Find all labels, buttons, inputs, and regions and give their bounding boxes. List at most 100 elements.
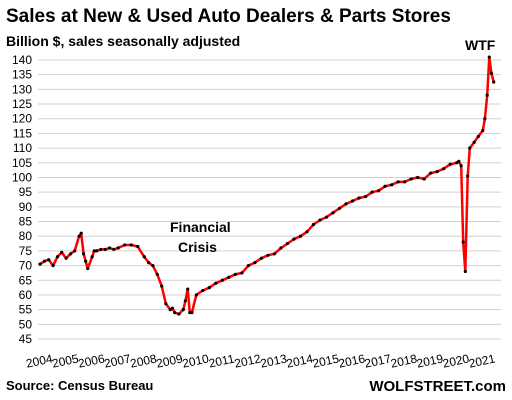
data-point (461, 240, 465, 244)
y-tick-label: 50 (19, 317, 33, 331)
data-point (472, 140, 476, 144)
data-point (42, 259, 47, 263)
data-point (266, 253, 270, 257)
data-point (305, 230, 309, 234)
data-point (177, 312, 181, 316)
data-point (459, 164, 463, 168)
x-tick-label: 2008 (129, 351, 158, 370)
data-point (116, 246, 120, 250)
data-point (481, 128, 485, 133)
data-point (129, 243, 133, 247)
data-point (344, 202, 348, 206)
data-point (68, 252, 73, 256)
data-point (331, 211, 335, 215)
y-tick-label: 85 (19, 215, 33, 229)
x-tick-label: 2005 (51, 351, 80, 370)
x-tick-label: 2015 (311, 351, 340, 370)
data-point (38, 262, 42, 266)
annotation-financial-line1: Financial (170, 219, 231, 235)
data-point (487, 55, 491, 59)
data-point (485, 93, 489, 97)
y-tick-label: 105 (12, 156, 32, 170)
data-point (337, 206, 342, 210)
data-point (142, 255, 146, 259)
y-tick-label: 125 (12, 97, 32, 111)
x-tick-label: 2016 (337, 351, 366, 370)
data-point (448, 162, 452, 166)
data-point (324, 215, 329, 219)
y-axis-ticks: 4550556065707580859095100105110115120125… (12, 53, 32, 346)
brand-label: WOLFSTREET.com (369, 378, 506, 395)
y-tick-label: 45 (19, 332, 33, 346)
data-point (390, 183, 394, 187)
x-tick-label: 2013 (259, 351, 288, 370)
data-point (468, 146, 472, 150)
x-tick-label: 2004 (25, 351, 54, 370)
x-tick-label: 2006 (77, 351, 106, 370)
data-point (99, 247, 103, 252)
y-tick-label: 110 (13, 141, 32, 155)
data-point (151, 263, 155, 268)
y-tick-label: 115 (13, 126, 32, 140)
data-point (476, 134, 480, 138)
data-point (136, 244, 140, 249)
data-point (103, 247, 107, 252)
x-tick-label: 2009 (155, 351, 184, 370)
data-point (435, 170, 439, 174)
data-point (186, 287, 190, 291)
data-point (403, 180, 407, 184)
data-point (84, 259, 88, 263)
data-point (357, 196, 361, 200)
data-point (492, 80, 496, 84)
data-point (86, 266, 90, 271)
y-tick-label: 70 (19, 259, 33, 273)
y-tick-label: 80 (19, 229, 33, 243)
x-tick-label: 2018 (389, 351, 418, 370)
data-point (416, 175, 420, 180)
data-point (155, 272, 159, 276)
data-point (173, 310, 177, 315)
x-axis-ticks: 2004200520062007200820092010201120122013… (25, 351, 497, 370)
data-point (370, 190, 374, 194)
data-point (233, 272, 237, 276)
data-point (429, 171, 433, 175)
data-point (422, 177, 426, 181)
data-point (463, 269, 467, 274)
y-tick-label: 60 (19, 288, 33, 302)
data-point (194, 293, 198, 297)
source-label: Source: Census Bureau (6, 378, 153, 393)
data-point (383, 184, 387, 188)
data-point (90, 255, 94, 259)
x-tick-label: 2014 (285, 351, 314, 370)
x-tick-label: 2019 (415, 351, 444, 370)
data-point (298, 234, 303, 238)
data-point (181, 308, 185, 312)
data-point (279, 246, 283, 250)
data-point (190, 310, 194, 315)
data-point (220, 278, 224, 282)
data-point (318, 218, 322, 222)
chart-subtitle: Billion $, sales seasonally adjusted (6, 33, 240, 49)
x-tick-label: 2011 (207, 351, 235, 370)
data-point (170, 306, 174, 310)
data-point (483, 117, 487, 121)
y-tick-label: 120 (12, 112, 32, 126)
data-point (64, 256, 68, 260)
x-tick-label: 2007 (103, 351, 132, 370)
data-point (147, 261, 151, 265)
data-point (51, 263, 55, 268)
x-tick-label: 2010 (181, 351, 210, 370)
y-tick-label: 95 (19, 185, 33, 199)
series-sales (38, 55, 496, 316)
data-point (81, 252, 86, 256)
x-tick-label: 2021 (467, 351, 496, 370)
annotation-wtf: WTF (465, 37, 496, 53)
data-point (240, 271, 244, 275)
data-point (207, 286, 211, 290)
y-tick-label: 65 (19, 273, 33, 287)
data-point (350, 199, 355, 203)
data-point (259, 256, 264, 260)
data-point (409, 177, 413, 181)
data-point (112, 247, 116, 252)
